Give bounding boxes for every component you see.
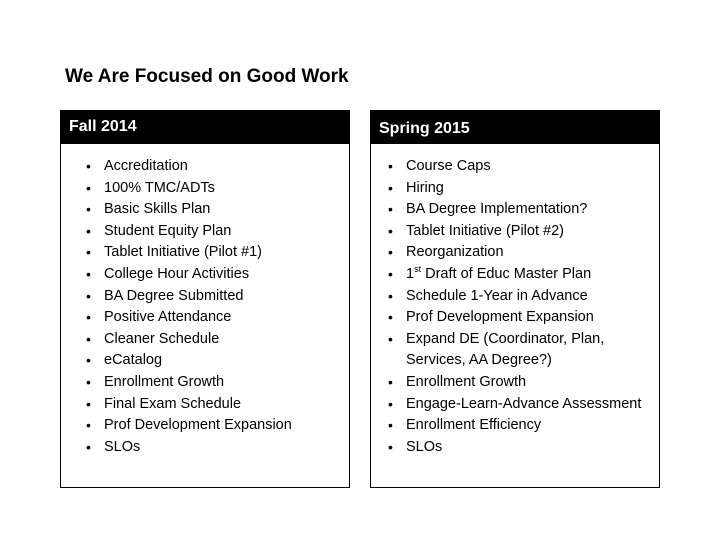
spring-2015-item-text: Reorganization xyxy=(406,244,504,261)
spring-2015-list-item: • Schedule 1-Year in Advance xyxy=(371,286,659,308)
bullet-icon: • xyxy=(86,417,91,434)
fall-2014-list-item: • Enrollment Growth xyxy=(61,372,349,394)
fall-2014-item-text: Accreditation xyxy=(104,158,188,174)
bullet-icon: • xyxy=(388,309,393,326)
fall-2014-list-item: • 100% TMC/ADTs xyxy=(61,178,349,200)
spring-2015-item-text: Engage-Learn-Advance Assessment xyxy=(406,395,642,412)
bullet-icon: • xyxy=(388,438,393,455)
fall-2014-list-item: • Accreditation xyxy=(61,156,349,178)
spring-2015-list: • Course Caps • Hiring • BA Degree Implementa… xyxy=(371,144,659,458)
bullet-icon: • xyxy=(388,330,393,347)
spring-2015-list-item: • 1st Draft of Educ Master Plan xyxy=(371,264,659,286)
fall-2014-item-text: Tablet Initiative (Pilot #1) xyxy=(104,244,262,261)
fall-2014-item-text: Basic Skills Plan xyxy=(104,201,211,218)
fall-2014-item-text: Final Exam Schedule xyxy=(104,395,242,412)
bullet-icon: • xyxy=(388,179,393,196)
fall-2014-item-text: Positive Attendance xyxy=(104,309,232,326)
fall-2014-item-text: College Hour Activities xyxy=(104,265,250,282)
fall-2014-list-item: • Positive Attendance xyxy=(61,307,349,329)
bullet-icon: • xyxy=(86,438,91,455)
spring-2015-list-item: • Tablet Initiative (Pilot #2) xyxy=(371,221,659,243)
spring-2015-item-text: Tablet Initiative (Pilot #2) xyxy=(406,222,564,239)
bullet-icon: • xyxy=(86,395,91,412)
bullet-icon: • xyxy=(86,222,91,239)
fall-2014-list-item: • BA Degree Submitted xyxy=(61,286,349,308)
fall-2014-item-text: SLOs xyxy=(104,438,141,455)
bullet-icon: • xyxy=(86,373,91,390)
fall-2014-item-text: Prof Development Expansion xyxy=(104,417,292,434)
spring-2015-item-text: SLOs xyxy=(406,438,443,455)
bullet-icon: • xyxy=(86,287,91,304)
bullet-icon: • xyxy=(86,158,91,174)
fall-2014-item-text: eCatalog xyxy=(104,352,163,369)
spring-2015-list-item: • Hiring xyxy=(371,178,659,200)
fall-2014-list-item: • Cleaner Schedule xyxy=(61,329,349,351)
bullet-icon: • xyxy=(86,244,91,261)
spring-2015-list-item: • Reorganization xyxy=(371,242,659,264)
bullet-icon: • xyxy=(388,287,393,304)
fall-2014-list-item: • eCatalog xyxy=(61,350,349,372)
bullet-icon: • xyxy=(388,222,393,239)
spring-2015-item-text: Enrollment Efficiency xyxy=(406,417,542,434)
fall-2014-panel: Fall 2014 • Accreditation • 100% TMC/ADTs • B… xyxy=(60,110,350,488)
spring-2015-item-text: Hiring xyxy=(406,179,444,196)
spring-2015-item-text: BA Degree Implementation? xyxy=(406,201,588,218)
bullet-icon: • xyxy=(388,417,393,434)
bullet-icon: • xyxy=(388,158,393,174)
fall-2014-list-item: • Student Equity Plan xyxy=(61,221,349,243)
fall-2014-list: • Accreditation • 100% TMC/ADTs • Basic Skill… xyxy=(61,144,349,458)
spring-2015-list-item: • Course Caps xyxy=(371,156,659,178)
spring-2015-item-text: Enrollment Growth xyxy=(406,373,527,390)
spring-2015-list-item: • Prof Development Expansion xyxy=(371,307,659,329)
bullet-icon: • xyxy=(388,265,393,282)
bullet-icon: • xyxy=(86,201,91,218)
fall-2014-list-item: • Prof Development Expansion xyxy=(61,415,349,437)
fall-2014-item-text: BA Degree Submitted xyxy=(104,287,244,304)
bullet-icon: • xyxy=(388,201,393,218)
spring-2015-list-item: • Enrollment Growth xyxy=(371,372,659,394)
spring-2015-list-item: • Engage-Learn-Advance Assessment xyxy=(371,394,659,416)
spring-2015-list-item: • BA Degree Implementation? xyxy=(371,199,659,221)
fall-2014-list-item: • SLOs xyxy=(61,437,349,459)
fall-2014-list-item: • Final Exam Schedule xyxy=(61,394,349,416)
fall-2014-item-text: Enrollment Growth xyxy=(104,373,225,390)
fall-2014-item-text: Student Equity Plan xyxy=(104,222,232,239)
bullet-icon: • xyxy=(86,352,91,369)
fall-2014-item-text: 100% TMC/ADTs xyxy=(104,179,215,196)
bullet-icon: • xyxy=(86,265,91,282)
fall-2014-item-text: Cleaner Schedule xyxy=(104,330,220,347)
bullet-icon: • xyxy=(388,395,393,412)
spring-2015-item-text: Expand DE (Coordinator, Plan, Services, … xyxy=(406,330,605,369)
spring-2015-panel: Spring 2015 • Course Caps • Hiring • BA Degre… xyxy=(370,110,660,488)
spring-2015-list-item: • SLOs xyxy=(371,437,659,459)
fall-2014-list-item: • Basic Skills Plan xyxy=(61,199,349,221)
bullet-icon: • xyxy=(388,244,393,261)
fall-2014-list-item: • College Hour Activities xyxy=(61,264,349,286)
fall-2014-list-item: • Tablet Initiative (Pilot #1) xyxy=(61,242,349,264)
fall-2014-heading: Fall 2014 xyxy=(61,111,349,144)
spring-2015-list-item: • Enrollment Efficiency xyxy=(371,415,659,437)
bullet-icon: • xyxy=(86,309,91,326)
spring-2015-list-item: • Expand DE (Coordinator, Plan, Services,… xyxy=(371,329,659,372)
spring-2015-item-text: Prof Development Expansion xyxy=(406,309,594,326)
bullet-icon: • xyxy=(86,330,91,347)
spring-2015-item-text: Course Caps xyxy=(406,158,491,174)
bullet-icon: • xyxy=(86,179,91,196)
bullet-icon: • xyxy=(388,373,393,390)
spring-2015-item-text: 1st Draft of Educ Master Plan xyxy=(406,264,592,282)
spring-2015-heading: Spring 2015 xyxy=(371,111,659,144)
spring-2015-item-text: Schedule 1-Year in Advance xyxy=(406,287,588,304)
slide-title: We Are Focused on Good Work xyxy=(65,66,349,87)
